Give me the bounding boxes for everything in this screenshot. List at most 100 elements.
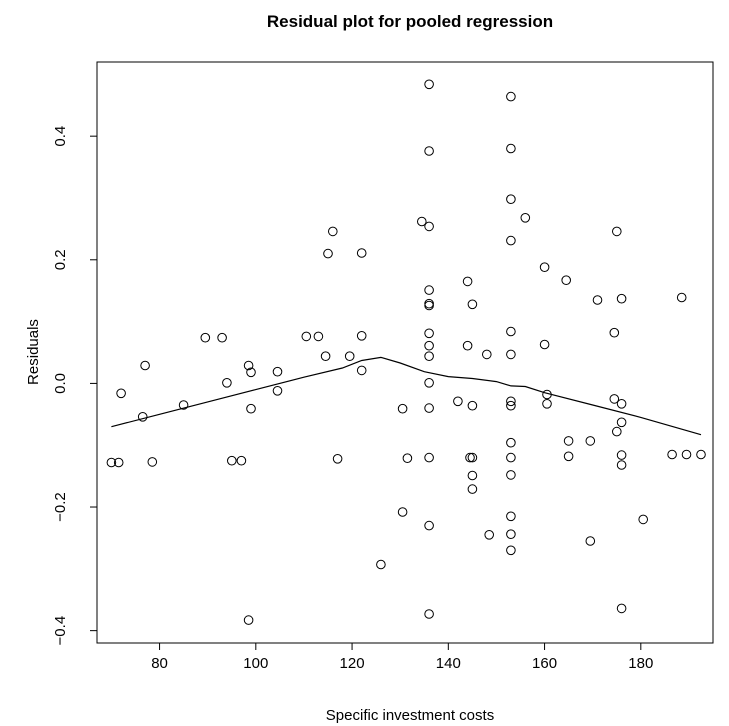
residual-point	[539, 262, 550, 273]
residual-point	[243, 615, 254, 625]
residual-point	[402, 453, 413, 464]
residual-point	[681, 449, 692, 460]
x-tick-label: 80	[151, 655, 168, 672]
residual-point	[236, 455, 247, 466]
residual-point	[563, 436, 574, 446]
residual-point	[356, 248, 367, 258]
residual-point	[356, 331, 367, 341]
residual-point	[397, 507, 408, 517]
residual-point	[676, 292, 687, 303]
residual-point	[506, 529, 516, 540]
residual-point	[616, 293, 627, 304]
residual-point	[585, 436, 596, 446]
residual-point	[506, 235, 516, 246]
residual-point	[462, 276, 473, 287]
residual-point	[696, 449, 706, 460]
y-tick-label: 0.2	[52, 249, 69, 270]
residual-point	[482, 349, 492, 360]
residual-point	[467, 470, 478, 481]
smoother-layer	[111, 356, 702, 436]
residual-point	[585, 536, 596, 546]
residual-point	[424, 609, 434, 619]
residual-point	[465, 452, 475, 463]
residual-point	[638, 514, 649, 525]
residual-point	[323, 248, 333, 259]
residual-point	[506, 511, 516, 522]
residual-point	[106, 457, 117, 468]
y-axis-label: Residuals	[25, 319, 42, 385]
y-tick-label: −0.2	[52, 492, 69, 522]
residual-point	[424, 340, 434, 351]
residual-point	[424, 378, 434, 388]
lowess-smoother-line	[111, 356, 702, 436]
points-layer	[106, 79, 706, 625]
residual-point	[113, 457, 124, 468]
residual-point	[424, 300, 434, 311]
residual-point	[424, 146, 434, 156]
residual-point	[313, 331, 324, 342]
residual-point	[462, 340, 473, 351]
residual-point	[467, 484, 478, 494]
residual-point	[217, 332, 227, 343]
residual-point	[200, 332, 211, 343]
y-tick-label: 0.4	[52, 126, 69, 147]
residual-point	[506, 349, 516, 360]
y-tick-label: 0.0	[52, 373, 69, 394]
residual-point	[542, 399, 552, 409]
residual-point	[147, 457, 158, 467]
x-tick-label: 100	[243, 655, 268, 672]
residual-point	[227, 455, 237, 466]
residual-point	[178, 400, 189, 410]
residual-point	[506, 326, 516, 337]
residual-point	[272, 386, 283, 396]
residual-point	[506, 91, 516, 102]
residual-point	[506, 452, 516, 463]
plot-frame	[96, 61, 714, 644]
residual-point	[397, 403, 408, 414]
residual-point	[506, 470, 516, 480]
residual-point	[506, 437, 516, 448]
residual-point	[616, 450, 627, 460]
residual-point	[667, 449, 677, 460]
residual-point	[539, 339, 550, 350]
residual-point	[484, 530, 495, 540]
residual-point	[467, 400, 478, 411]
residual-point	[424, 298, 434, 309]
residual-point	[506, 396, 516, 407]
residual-point	[344, 351, 355, 362]
residual-point	[417, 216, 427, 227]
residual-point	[140, 360, 150, 371]
residual-point	[506, 194, 516, 204]
y-tick-label: −0.4	[52, 616, 69, 646]
residual-point	[424, 328, 434, 339]
residual-point	[616, 417, 627, 428]
residual-point	[243, 360, 254, 371]
residual-point	[246, 367, 256, 378]
residual-point	[612, 426, 622, 437]
residual-point	[424, 285, 434, 295]
residual-point	[616, 603, 627, 614]
residual-point	[609, 327, 620, 338]
residual-point	[563, 451, 574, 462]
residual-point	[612, 226, 622, 237]
residual-point	[116, 388, 126, 399]
x-tick-label: 180	[628, 655, 653, 672]
residual-point	[520, 213, 531, 223]
chart-title: Residual plot for pooled regression	[267, 12, 553, 31]
residual-point	[424, 452, 434, 463]
residual-point	[222, 378, 232, 388]
x-axis: 80 100 120 140 160 180	[151, 643, 653, 672]
residual-point	[616, 460, 627, 470]
residual-point	[592, 295, 603, 305]
residual-point	[320, 351, 331, 362]
x-tick-label: 140	[436, 655, 461, 672]
residual-point	[506, 545, 516, 556]
residual-point	[542, 389, 552, 400]
residual-point	[467, 299, 478, 310]
residual-point	[246, 403, 256, 414]
residual-point	[424, 520, 434, 531]
residual-point	[453, 396, 463, 407]
y-axis: −0.4 −0.2 0.0 0.2 0.4	[52, 126, 97, 646]
residual-point	[561, 275, 572, 286]
